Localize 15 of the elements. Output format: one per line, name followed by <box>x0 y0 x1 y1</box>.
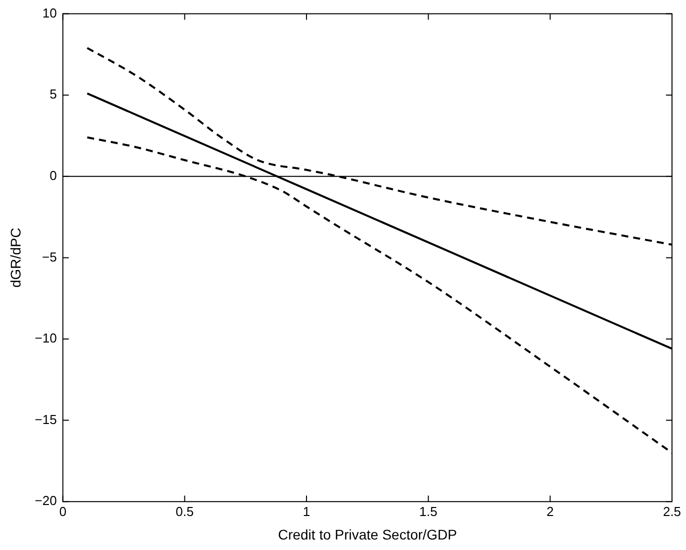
x-axis-title: Credit to Private Sector/GDP <box>278 526 457 542</box>
x-tick-label: 0.5 <box>176 504 194 519</box>
y-axis-title: dGR/dPC <box>7 228 24 288</box>
y-tick-label: 10 <box>42 5 57 20</box>
x-tick-label: 0 <box>59 504 66 519</box>
x-tick-label: 2 <box>546 504 554 519</box>
y-tick-label: 0 <box>50 168 57 183</box>
x-tick-label: 2.5 <box>662 504 682 519</box>
y-tick-label: −20 <box>34 493 57 508</box>
y-tick-label: −5 <box>42 249 57 264</box>
y-tick-label: 5 <box>50 86 57 102</box>
y-tick-label: −10 <box>34 330 57 346</box>
x-tick-label: 1.5 <box>419 504 438 519</box>
x-tick-label: 1 <box>302 504 310 519</box>
y-tick-label: −15 <box>34 412 57 427</box>
